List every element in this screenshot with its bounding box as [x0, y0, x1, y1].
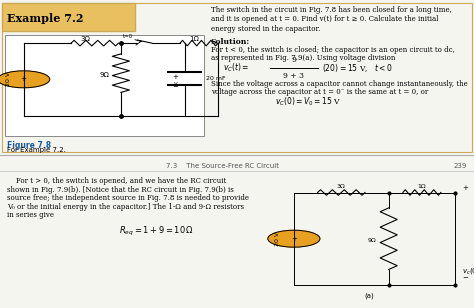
Text: $v_C(0) = V_0 = 15$ V: $v_C(0) = V_0 = 15$ V: [275, 95, 342, 108]
Text: 9Ω: 9Ω: [100, 72, 109, 78]
Text: as represented in Fig. 7.9(a). Using voltage division: as represented in Fig. 7.9(a). Using vol…: [211, 54, 395, 62]
Text: 3Ω: 3Ω: [337, 184, 346, 189]
Text: t=0: t=0: [123, 34, 133, 39]
Text: Since the voltage across a capacitor cannot change instantaneously, the: Since the voltage across a capacitor can…: [211, 80, 468, 88]
Text: 20 V: 20 V: [275, 232, 280, 246]
FancyBboxPatch shape: [2, 3, 135, 31]
Text: The switch in the circuit in Fig. 7.8 has been closed for a long time,: The switch in the circuit in Fig. 7.8 ha…: [211, 6, 452, 14]
Text: Solution:: Solution:: [211, 38, 250, 47]
Text: 239: 239: [454, 163, 467, 169]
Text: 1Ω: 1Ω: [190, 36, 199, 42]
Text: shown in Fig. 7.9(b). [Notice that the RC circuit in Fig. 7.9(b) is: shown in Fig. 7.9(b). [Notice that the R…: [7, 185, 234, 193]
Text: Example 7.2: Example 7.2: [7, 13, 83, 24]
Text: v: v: [173, 81, 177, 87]
Text: +: +: [173, 74, 178, 80]
Text: 3Ω: 3Ω: [81, 36, 90, 42]
Bar: [5, 35, 204, 136]
Text: $R_{eq} = 1 + 9 = 10\,\Omega$: $R_{eq} = 1 + 9 = 10\,\Omega$: [118, 225, 193, 238]
Text: source free; the independent source in Fig. 7.8 is needed to provide: source free; the independent source in F…: [7, 194, 249, 202]
Text: in series give: in series give: [7, 211, 54, 219]
Text: voltage across the capacitor at t = 0⁻ is the same at t = 0, or: voltage across the capacitor at t = 0⁻ i…: [211, 88, 428, 96]
Text: and it is opened at t = 0. Find v(t) for t ≥ 0. Calculate the initial: and it is opened at t = 0. Find v(t) for…: [211, 15, 438, 23]
Text: $v_C(t) =$: $v_C(t) =$: [223, 62, 249, 74]
Text: 9: 9: [292, 56, 296, 64]
Text: Figure 7.8: Figure 7.8: [7, 141, 51, 150]
Text: $v_c(0)$: $v_c(0)$: [462, 266, 474, 276]
Text: −: −: [173, 84, 178, 90]
Circle shape: [268, 230, 320, 247]
Text: 7.3    The Source-Free RC Circuit: 7.3 The Source-Free RC Circuit: [166, 163, 279, 169]
Text: (a): (a): [365, 293, 374, 299]
Circle shape: [0, 71, 50, 88]
Text: +: +: [462, 185, 468, 191]
Text: 20 V: 20 V: [6, 72, 11, 86]
Text: For t > 0, the switch is opened, and we have the RC circuit: For t > 0, the switch is opened, and we …: [7, 177, 227, 185]
Text: V₀ or the initial energy in the capacitor.] The 1-Ω and 9-Ω resistors: V₀ or the initial energy in the capacito…: [7, 203, 244, 210]
Text: energy stored in the capacitor.: energy stored in the capacitor.: [211, 25, 320, 33]
Text: For Example 7.2.: For Example 7.2.: [7, 147, 66, 153]
Text: 20 mF: 20 mF: [206, 76, 226, 81]
Text: For t < 0, the switch is closed; the capacitor is an open circuit to dc,: For t < 0, the switch is closed; the cap…: [211, 46, 455, 54]
Text: 9Ω: 9Ω: [368, 238, 376, 243]
Text: 9 + 3: 9 + 3: [283, 72, 304, 79]
Text: +: +: [21, 76, 27, 82]
Text: $(20) = 15$ V,   $t < 0$: $(20) = 15$ V, $t < 0$: [322, 62, 393, 74]
Text: −: −: [462, 275, 468, 281]
Text: +: +: [291, 236, 297, 242]
Text: 1Ω: 1Ω: [418, 184, 426, 189]
